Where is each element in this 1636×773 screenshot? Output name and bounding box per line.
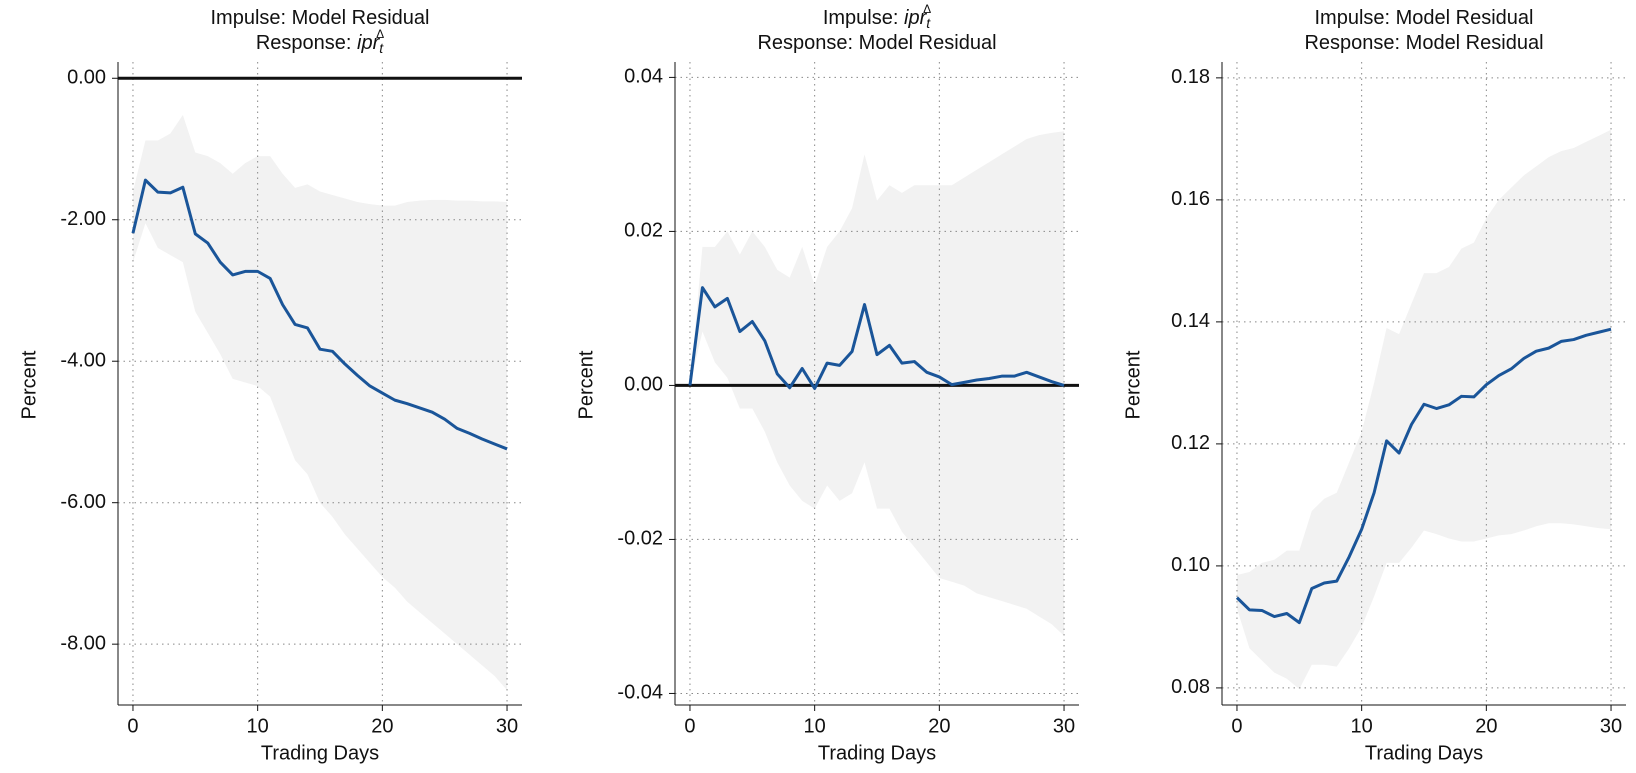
title-part: Impulse: Model Residual: [1315, 7, 1534, 29]
y-tick-label: -4.00: [60, 349, 106, 371]
chart-title: Response: Model Residual: [757, 32, 996, 54]
y-tick-label: -2.00: [60, 208, 106, 230]
y-tick-label: -8.00: [60, 632, 106, 654]
y-tick-label: 0.02: [624, 220, 663, 242]
y-tick-label: 0.16: [1171, 188, 1210, 210]
y-tick-label: 0.18: [1171, 66, 1210, 88]
title-part: ipr: [904, 7, 928, 29]
x-tick-label: 20: [928, 715, 950, 737]
title-part: Δ: [376, 27, 384, 41]
chart-title: Impulse: Model Residual: [1315, 7, 1534, 29]
response-line: [131, 178, 508, 451]
x-tick-label: 30: [1053, 715, 1075, 737]
title-part: t: [379, 40, 384, 56]
title-part: Response: Model Residual: [757, 32, 996, 54]
y-tick-label: 0.00: [67, 67, 106, 89]
panel: Impulse: Model Residual Response: Model R…: [1122, 7, 1626, 764]
x-tick-label: 30: [1600, 715, 1622, 737]
y-axis-label: Percent: [18, 350, 40, 419]
title-part: Impulse:: [823, 7, 904, 29]
title-part: Impulse: Model Residual: [211, 7, 430, 29]
confidence-band: [132, 115, 508, 691]
y-axis-label: Percent: [1122, 350, 1144, 419]
title-part: ipr: [357, 32, 381, 54]
y-tick-label: -0.04: [617, 682, 663, 704]
x-tick-label: 0: [1231, 715, 1242, 737]
confidence-band: [1236, 129, 1612, 690]
y-tick-label: 0.14: [1171, 310, 1210, 332]
y-tick-label: 0.10: [1171, 554, 1210, 576]
x-tick-label: 20: [371, 715, 393, 737]
title-part: t: [926, 15, 931, 31]
title-part: Response:: [256, 32, 357, 54]
x-tick-label: 20: [1475, 715, 1497, 737]
y-axis-label: Percent: [575, 350, 597, 419]
x-tick-label: 10: [804, 715, 826, 737]
x-axis-label: Trading Days: [818, 742, 936, 764]
x-tick-label: 30: [496, 715, 518, 737]
chart-title: Response: iprtΔ: [256, 27, 384, 56]
response-line: [688, 286, 1065, 391]
y-tick-label: -0.02: [617, 528, 663, 550]
x-tick-label: 10: [1351, 715, 1373, 737]
x-tick-label: 0: [127, 715, 138, 737]
confidence-band: [689, 131, 1065, 636]
x-axis-label: Trading Days: [261, 742, 379, 764]
chart-title: Impulse: Model Residual: [211, 7, 430, 29]
y-tick-label: 0.12: [1171, 432, 1210, 454]
y-tick-label: 0.08: [1171, 676, 1210, 698]
y-tick-label: -6.00: [60, 491, 106, 513]
y-tick-label: 0.04: [624, 66, 663, 88]
chart-title: Response: Model Residual: [1304, 32, 1543, 54]
response-line: [1235, 327, 1612, 625]
x-tick-label: 0: [684, 715, 695, 737]
y-tick-label: 0.00: [624, 374, 663, 396]
title-part: Response: Model Residual: [1304, 32, 1543, 54]
x-tick-label: 10: [247, 715, 269, 737]
title-part: Δ: [923, 2, 931, 16]
chart-title: Impulse: iprtΔ: [823, 2, 931, 31]
x-axis-label: Trading Days: [1365, 742, 1483, 764]
